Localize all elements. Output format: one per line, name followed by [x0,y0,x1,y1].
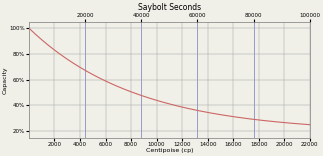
Y-axis label: Capacity: Capacity [3,66,8,93]
Title: Saybolt Seconds: Saybolt Seconds [138,3,201,12]
X-axis label: Centipoise (cp): Centipoise (cp) [146,148,193,153]
